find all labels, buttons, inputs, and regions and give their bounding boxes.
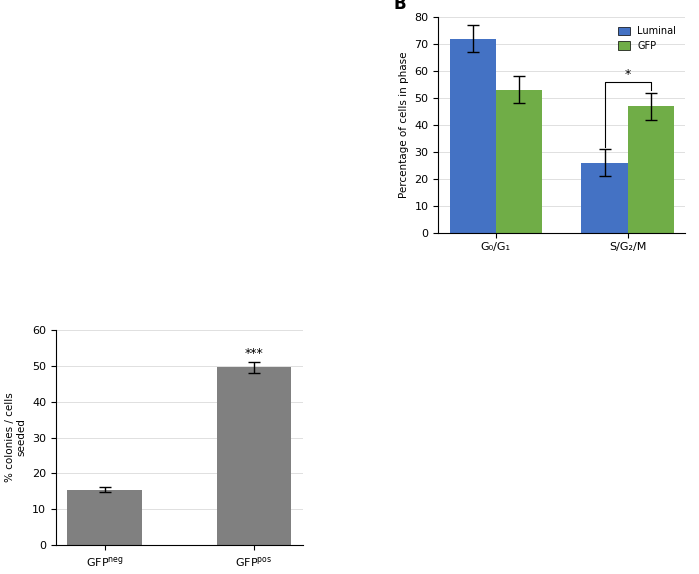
Bar	[582, 162, 628, 233]
Y-axis label: Percentage of cells in phase: Percentage of cells in phase	[399, 52, 409, 198]
Text: B: B	[394, 0, 407, 13]
Bar	[67, 490, 142, 545]
Bar	[496, 90, 542, 233]
Y-axis label: % colonies / cells
seeded: % colonies / cells seeded	[5, 393, 27, 482]
Bar	[628, 106, 674, 233]
Legend: Luminal, GFP: Luminal, GFP	[614, 22, 680, 55]
Bar	[449, 39, 496, 233]
Bar	[217, 367, 291, 545]
Text: *: *	[624, 68, 630, 80]
Text: ***: ***	[245, 347, 264, 360]
